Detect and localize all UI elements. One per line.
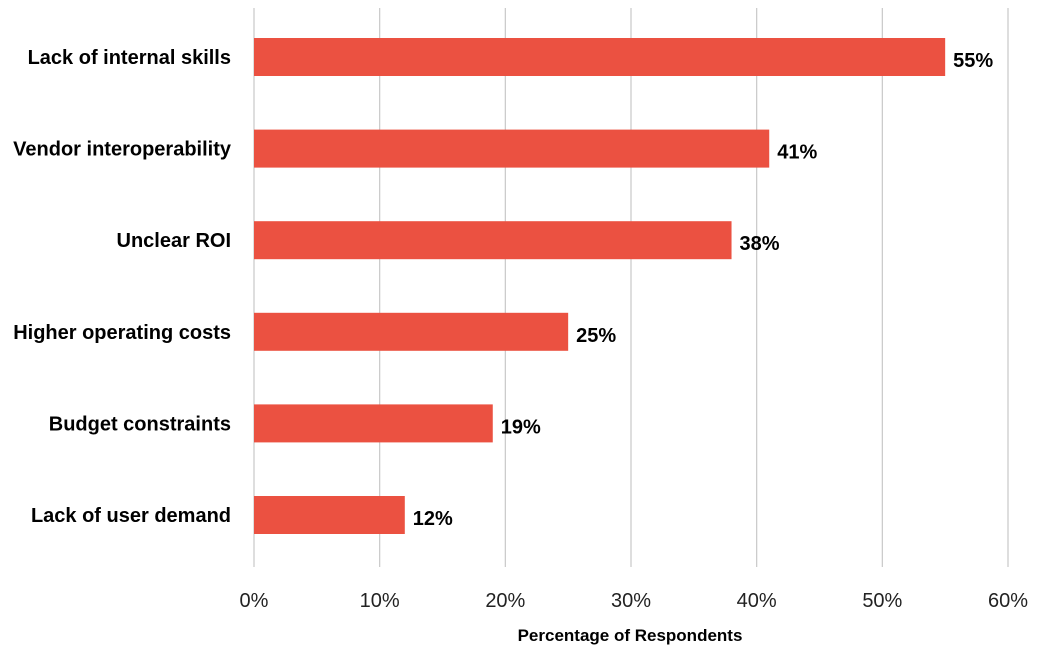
value-label: 19% (501, 416, 541, 438)
x-axis-tick-labels: 0% 10% 20% 30% 40% 50% 60% (240, 590, 1029, 612)
x-tick-label: 50% (862, 590, 902, 612)
x-tick-label: 0% (240, 590, 269, 612)
x-tick-label: 40% (737, 590, 777, 612)
x-tick-label: 20% (485, 590, 525, 612)
grid-lines (253, 8, 1009, 567)
x-tick-label: 60% (988, 590, 1028, 612)
category-label: Budget constraints (49, 413, 231, 435)
category-label: Lack of user demand (31, 505, 231, 527)
value-label: 41% (777, 142, 817, 164)
bar (254, 221, 732, 260)
category-label: Higher operating costs (13, 322, 231, 344)
category-labels: Lack of internal skills Vendor interopera… (13, 47, 232, 527)
category-label: Vendor interoperability (13, 139, 232, 161)
value-labels: 55% 41% 38% 25% 19% 12% (413, 50, 994, 530)
bar (254, 312, 569, 351)
x-tick-label: 30% (611, 590, 651, 612)
bar (254, 129, 770, 168)
value-label: 55% (953, 50, 993, 72)
value-label: 25% (576, 325, 616, 347)
bar (254, 38, 946, 76)
bars (254, 38, 946, 534)
bar (254, 404, 493, 443)
x-axis-title: Percentage of Respondents (518, 626, 743, 645)
value-label: 12% (413, 508, 453, 530)
bar (254, 496, 405, 534)
category-label: Lack of internal skills (28, 47, 231, 69)
category-label: Unclear ROI (117, 230, 231, 252)
x-tick-label: 10% (360, 590, 400, 612)
value-label: 38% (740, 233, 780, 255)
